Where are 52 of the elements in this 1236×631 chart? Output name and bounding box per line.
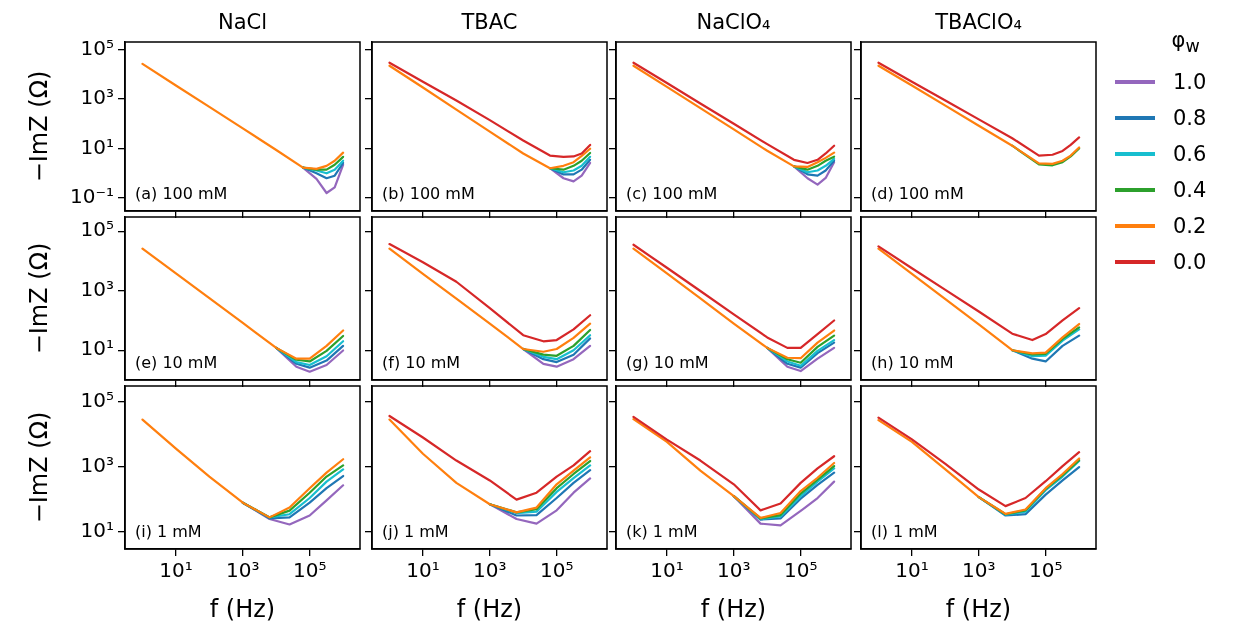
y-axis-title: −ImZ (Ω)	[25, 242, 54, 355]
annotation: (i) 1 mM	[135, 522, 202, 542]
x-tick-label: 10⁵	[1028, 558, 1063, 583]
annotation: (b) 100 mM	[382, 184, 475, 204]
annotation: (g) 10 mM	[626, 353, 709, 373]
y-tick-label: 10¹	[80, 518, 114, 543]
annotation: (j) 1 mM	[382, 522, 449, 542]
x-tick-label: 10⁵	[292, 558, 327, 583]
x-tick-label: 10³	[717, 558, 751, 583]
legend-label: 0.0	[1173, 250, 1207, 275]
y-tick-label: 10⁻¹	[69, 184, 114, 209]
legend-label: 0.6	[1173, 142, 1207, 167]
y-tick-label: 10³	[80, 452, 114, 477]
x-tick-label: 10³	[226, 558, 260, 583]
y-tick-label: 10³	[80, 85, 114, 110]
y-axis-title: −ImZ (Ω)	[25, 70, 54, 183]
annotation: (f) 10 mM	[382, 353, 461, 373]
legend-label: 0.2	[1173, 214, 1207, 239]
legend-label: 0.8	[1173, 106, 1207, 131]
annotation: (a) 100 mM	[135, 184, 228, 204]
x-axis-title: f (Hz)	[700, 595, 767, 624]
legend-label: 0.4	[1173, 178, 1207, 203]
x-axis-title: f (Hz)	[456, 595, 523, 624]
annotation: (d) 100 mM	[871, 184, 964, 204]
x-tick-label: 10¹	[650, 558, 684, 583]
legend-label: 1.0	[1173, 70, 1207, 95]
y-tick-label: 10⁵	[80, 217, 114, 242]
annotation: (e) 10 mM	[135, 353, 218, 373]
y-tick-label: 10⁵	[80, 387, 114, 412]
x-tick-label: 10³	[962, 558, 996, 583]
y-tick-label: 10¹	[80, 336, 114, 361]
y-tick-label: 10¹	[80, 134, 114, 159]
x-tick-label: 10⁵	[539, 558, 574, 583]
annotation: (l) 1 mM	[871, 522, 938, 542]
y-axis-title: −ImZ (Ω)	[25, 411, 54, 524]
x-tick-label: 10¹	[159, 558, 193, 583]
x-tick-label: 10³	[473, 558, 507, 583]
x-axis-title: f (Hz)	[945, 595, 1012, 624]
chart-title: NaCl	[217, 9, 268, 34]
annotation: (k) 1 mM	[626, 522, 698, 542]
y-tick-label: 10⁵	[80, 35, 114, 60]
chart-title: TBAClO₄	[934, 9, 1022, 34]
annotation: (h) 10 mM	[871, 353, 954, 373]
chart-title: NaClO₄	[696, 9, 771, 34]
x-axis-title: f (Hz)	[209, 595, 276, 624]
x-tick-label: 10¹	[406, 558, 440, 583]
x-tick-label: 10¹	[895, 558, 929, 583]
y-tick-label: 10³	[80, 276, 114, 301]
annotation: (c) 100 mM	[626, 184, 718, 204]
chart-title: TBAC	[460, 9, 518, 34]
legend-title: φ$_{w}$	[1170, 28, 1201, 57]
x-tick-label: 10⁵	[783, 558, 818, 583]
